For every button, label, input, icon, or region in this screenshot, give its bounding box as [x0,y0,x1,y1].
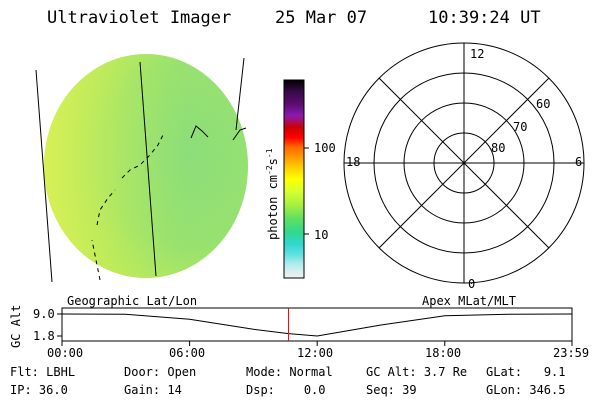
mlt-label-12: 12 [470,47,485,61]
status-mode: Mode: Normal [246,365,333,379]
altitude-curve [61,313,573,337]
xtick-label-1: 06:00 [169,346,206,360]
time-label: 10:39:24 UT [428,8,541,28]
status-seq: Seq: 39 [366,383,417,397]
colorbar-label-100: 100 [314,141,336,155]
xtick-label-0: 00:00 [47,346,84,360]
lat-label-60: 60 [536,97,551,111]
status-door: Door: Open [124,365,197,379]
status-ip: IP: 36.0 [10,383,68,397]
xtick-label-3: 18:00 [425,346,462,360]
lat-label-80: 80 [491,141,506,155]
polar-diagonal-2 [378,77,550,249]
status-gain: Gain: 14 [124,383,182,397]
colorbar-unit-label: photon cm-2s-1 [265,148,280,240]
ytick-top-label: 9.0 [33,307,55,321]
mlt-label-18: 18 [346,155,361,169]
mlt-label-0: 0 [468,277,476,291]
status-glat: GLat: 9.1 [486,365,566,379]
polar-grid [343,42,585,284]
xtick-label-2: 12:00 [297,346,334,360]
map-lines [35,57,247,283]
xtick-label-4: 23:59 [553,346,590,360]
date-label: 25 Mar 07 [275,8,368,28]
colorbar [283,79,309,279]
xtick-marks [61,341,573,346]
status-gc-alt: GC Alt: 3.7 Re [366,365,468,379]
status-flt: Flt: LBHL [10,365,76,379]
lat-label-70: 70 [513,120,528,134]
timeline-ylabel: GC Alt [9,304,23,348]
status-dsp: Dsp: 0.0 [246,383,326,397]
ytick-bottom-label: 1.8 [33,329,55,343]
colorbar-label-10: 10 [314,228,329,242]
altitude-timeline [57,307,573,346]
mlt-label-6: 6 [575,155,583,169]
apex-mlat-mlt-label: Apex MLat/MLT [422,294,516,308]
instrument-title: Ultraviolet Imager [47,8,232,28]
geographic-latlon-label: Geographic Lat/Lon [67,294,198,308]
status-glon: GLon: 346.5 [486,383,566,397]
uv-image-disk [44,54,248,278]
